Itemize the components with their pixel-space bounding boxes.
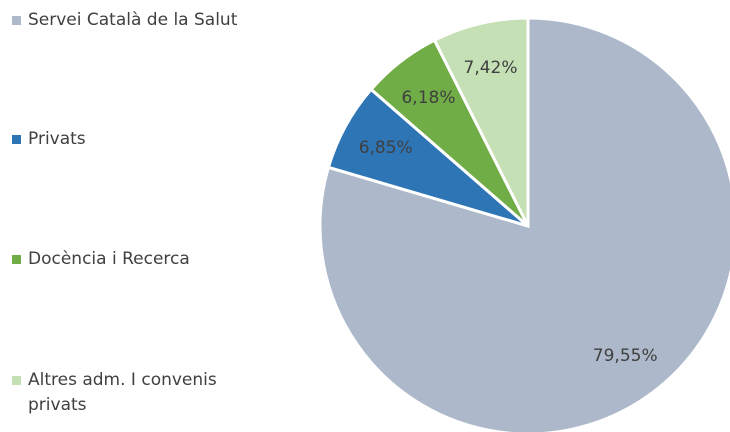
legend-item: Privats: [12, 127, 262, 152]
legend-swatch: [12, 16, 21, 25]
legend-label: Altres adm. I convenis privats: [28, 370, 217, 415]
data-label: 6,85%: [359, 138, 413, 158]
legend-item: Servei Català de la Salut: [12, 8, 262, 33]
data-label: 79,55%: [593, 346, 658, 366]
legend-label: Servei Català de la Salut: [28, 10, 238, 30]
legend-swatch: [12, 376, 21, 385]
legend-swatch: [12, 135, 21, 144]
legend-item: Altres adm. I convenis privats: [12, 368, 262, 418]
data-label: 6,18%: [401, 88, 455, 108]
legend-label: Docència i Recerca: [28, 249, 190, 269]
data-label: 7,42%: [464, 58, 518, 78]
legend-swatch: [12, 255, 21, 264]
legend-item: Docència i Recerca: [12, 247, 262, 272]
pie-slice: [432, 16, 530, 227]
legend-label: Privats: [28, 129, 86, 149]
pie-slice: [318, 16, 730, 432]
